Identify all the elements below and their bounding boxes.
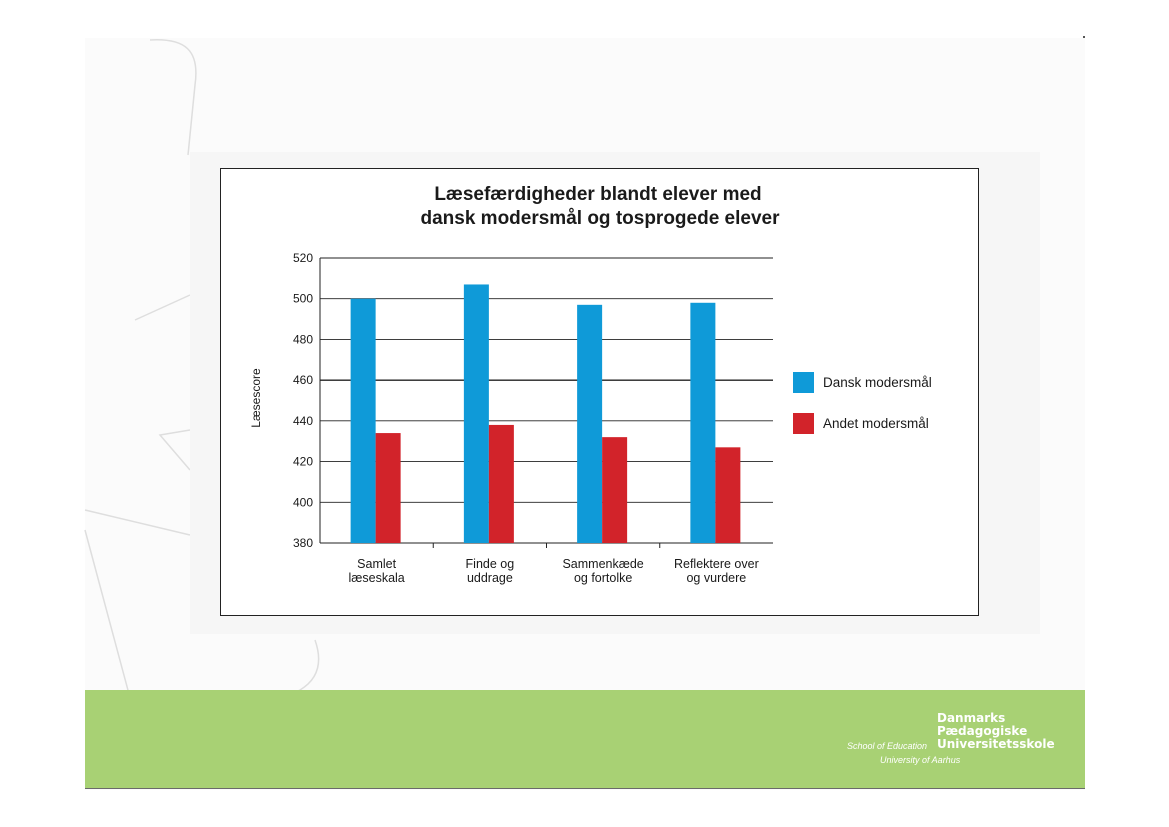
bar-andet xyxy=(375,433,401,543)
bar-dansk xyxy=(463,284,489,543)
x-tick-label: Reflektere over xyxy=(674,557,759,571)
bar-andet xyxy=(488,424,514,543)
bar-andet xyxy=(715,447,741,543)
logo-brand-line-3: Universitetsskole xyxy=(937,737,1055,751)
y-tick-label: 460 xyxy=(293,373,313,387)
y-tick-label: 500 xyxy=(293,292,313,306)
logo-university-text: University of Aarhus xyxy=(880,755,961,765)
university-logo: Danmarks Pædagogiske Universitetsskole S… xyxy=(845,712,1055,772)
y-tick-label: 440 xyxy=(293,414,313,428)
y-tick-label: 420 xyxy=(293,455,313,469)
footer-line xyxy=(85,788,1085,789)
legend-swatch xyxy=(793,413,814,434)
x-tick-label: Finde og xyxy=(466,557,515,571)
x-tick-label: og fortolke xyxy=(574,571,632,585)
footer-band xyxy=(85,690,1085,788)
x-tick-label: Sammenkæde xyxy=(562,557,643,571)
y-tick-label: 380 xyxy=(293,536,313,550)
chart-title-line-2: dansk modersmål og tosprogede elever xyxy=(420,208,780,229)
chart-title-line-1: Læsefærdigheder blandt elever med xyxy=(434,184,761,205)
legend-label: Andet modersmål xyxy=(823,416,929,431)
logo-brand-line-2: Pædagogiske xyxy=(937,724,1028,738)
bar-dansk xyxy=(350,298,376,543)
legend-label: Dansk modersmål xyxy=(823,375,932,390)
x-tick-label: og vurdere xyxy=(686,571,746,585)
bar-dansk xyxy=(690,302,716,543)
y-axis-label: Læsescore xyxy=(249,368,263,428)
logo-brand-line-1: Danmarks xyxy=(937,711,1006,725)
bar-andet xyxy=(602,437,628,543)
y-tick-label: 400 xyxy=(293,495,313,509)
legend-swatch xyxy=(793,372,814,393)
x-tick-label: uddrage xyxy=(467,571,513,585)
logo-brand: Danmarks Pædagogiske Universitetsskole xyxy=(937,712,1055,751)
y-tick-label: 480 xyxy=(293,332,313,346)
bar-dansk xyxy=(577,304,603,543)
x-tick-label: Samlet xyxy=(357,557,396,571)
corner-mark xyxy=(1083,36,1085,38)
y-tick-label: 520 xyxy=(293,251,313,265)
logo-school-text: School of Education xyxy=(847,741,928,751)
x-tick-label: læseskala xyxy=(348,571,404,585)
